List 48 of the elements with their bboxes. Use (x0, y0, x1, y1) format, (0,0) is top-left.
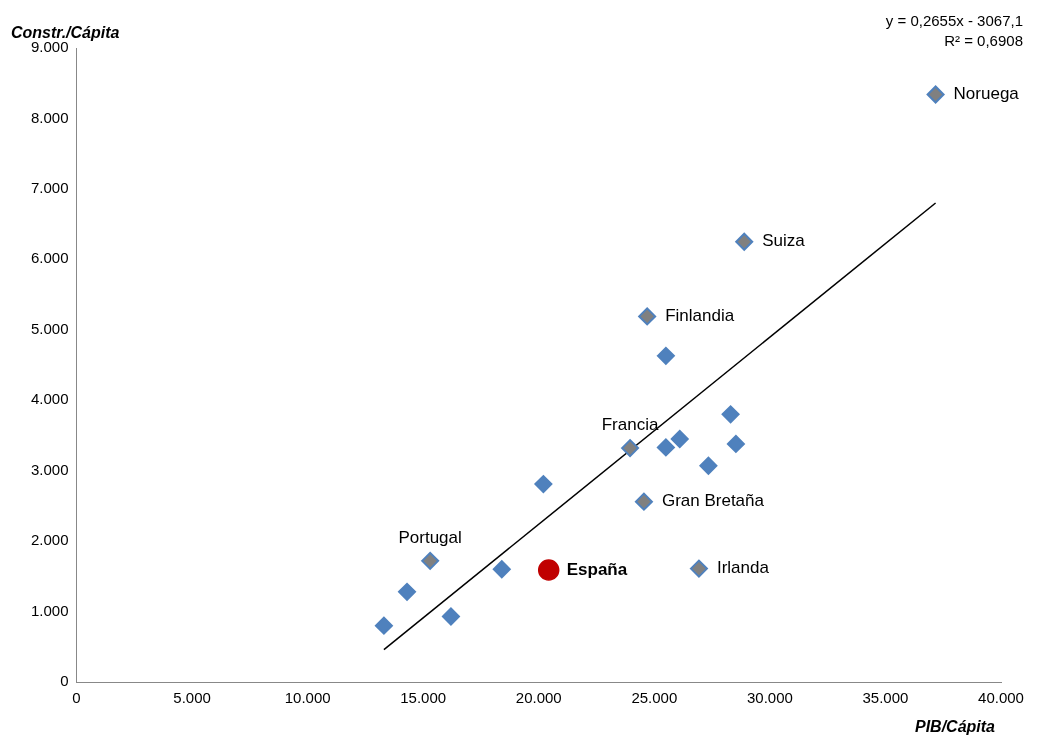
point (398, 582, 417, 601)
x-tick-label: 35.000 (862, 689, 909, 707)
x-tick-label: 20.000 (515, 689, 562, 707)
y-tick-label: 8.000 (30, 108, 69, 126)
y-tick-label: 4.000 (30, 390, 69, 408)
x-tick-label: 0 (72, 689, 81, 707)
y-tick-label: 3.000 (30, 460, 69, 478)
x-tick-label: 5.000 (173, 689, 211, 707)
point (492, 560, 511, 579)
x-tick-label: 30.000 (746, 689, 793, 707)
point (374, 616, 393, 635)
y-tick-label: 0 (60, 672, 69, 690)
point (656, 346, 675, 365)
annotation: Portugal (398, 528, 462, 548)
point (656, 438, 675, 457)
point (537, 559, 560, 581)
point (534, 475, 553, 494)
point (670, 429, 689, 448)
annotation: Irlanda (716, 558, 770, 578)
annotation: Noruega (953, 84, 1020, 104)
annotation: Gran Bretaña (661, 491, 765, 511)
y-tick-label: 6.000 (30, 249, 69, 267)
x-axis-title: PIB/Cápita (914, 718, 996, 736)
x-tick-label: 10.000 (284, 689, 331, 707)
point (735, 232, 754, 251)
annotation: España (566, 559, 628, 579)
annotation: Finlandia (665, 306, 735, 326)
annotation: Francia (601, 415, 659, 435)
point (689, 559, 708, 578)
point (926, 85, 945, 104)
x-tick-label: 15.000 (400, 689, 447, 707)
point (441, 607, 460, 626)
y-tick-label: 5.000 (30, 319, 69, 337)
point (726, 434, 745, 453)
y-tick-label: 7.000 (30, 179, 69, 197)
y-tick-label: 2.000 (30, 531, 69, 549)
text: y = 0,2655x - 3067,1 (885, 11, 1023, 29)
point (634, 492, 653, 511)
point (699, 456, 718, 475)
annotation: Suiza (762, 231, 806, 251)
point (721, 405, 740, 424)
annotation: R² = 0,6908 (944, 31, 1023, 49)
point (621, 439, 640, 458)
x-tick-label: 40.000 (978, 689, 1024, 707)
x-tick-label: 25.000 (631, 689, 678, 707)
point (638, 307, 657, 326)
point (421, 551, 440, 570)
y-tick-label: 1.000 (30, 601, 69, 619)
